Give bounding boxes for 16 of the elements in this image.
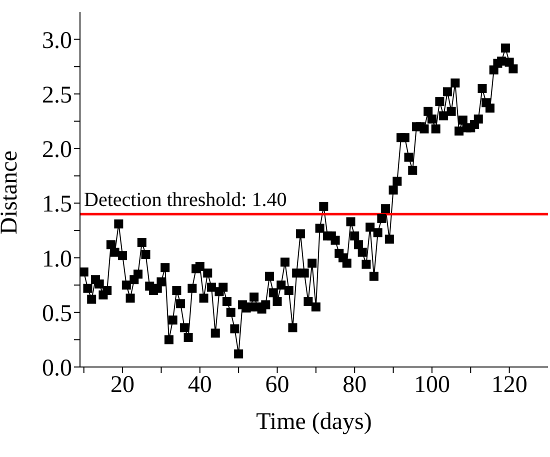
x-axis-title: Time (days) xyxy=(256,409,372,435)
x-tick-label: 20 xyxy=(110,372,135,398)
x-tick-label: 100 xyxy=(414,372,450,398)
y-tick-label: 0.5 xyxy=(42,300,72,327)
y-tick-label: 2.0 xyxy=(42,137,72,164)
x-tick-label: 40 xyxy=(188,372,212,398)
y-tick-label: 2.5 xyxy=(42,82,72,108)
y-axis-title: Distance xyxy=(0,150,23,234)
y-tick-label: 0.0 xyxy=(42,356,72,382)
x-tick-label: 80 xyxy=(342,372,367,398)
x-tick-label: 120 xyxy=(491,372,528,398)
y-tick-label: 1.0 xyxy=(42,246,72,272)
y-tick-label: 1.5 xyxy=(42,192,72,218)
y-tick-label: 3.0 xyxy=(42,28,72,54)
ref-line-label: Detection threshold: 1.40 xyxy=(84,189,287,212)
x-tick-label: 60 xyxy=(265,372,290,398)
